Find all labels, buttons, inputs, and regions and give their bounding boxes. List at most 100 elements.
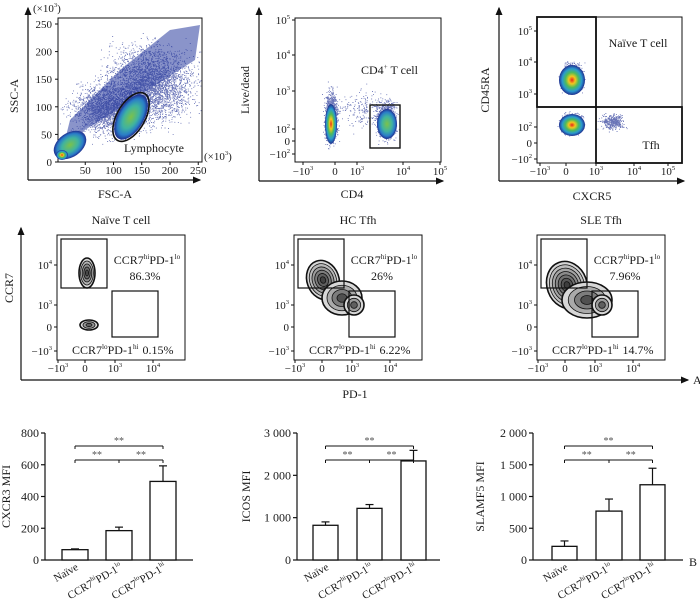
text-part: 10: [276, 86, 288, 98]
significance-stars: **: [114, 436, 124, 447]
superscript: hi: [89, 574, 97, 583]
y-tick-label: 0: [47, 322, 53, 334]
superscript: hi: [613, 343, 619, 351]
bar: [356, 507, 383, 561]
y-tick-label: 100: [36, 102, 53, 114]
superscript: lo: [339, 343, 345, 351]
x-tick-label: 50: [80, 165, 92, 177]
plot-frame: [294, 17, 442, 163]
text-part: CCR7: [351, 253, 381, 267]
superscript: 2: [287, 148, 290, 155]
x-tick-label: 103: [588, 362, 603, 375]
y-tick-label: 104: [275, 259, 290, 272]
x-tick-label: 0: [562, 363, 568, 375]
significance-stars: **: [136, 450, 146, 461]
y-axis-label: CD45RA: [478, 67, 492, 113]
gate-label-tfh: Tfh: [642, 138, 659, 152]
y-tick-label: 105: [518, 25, 533, 38]
y-tick-label: 0: [521, 553, 527, 567]
ccr7lo-pd1hi-gate: [348, 290, 396, 338]
percent-ccr7lo-pd1hi: 6.22%: [380, 343, 411, 357]
x-tick-label: 104: [396, 165, 411, 178]
superscript: 3: [310, 165, 314, 172]
plot-title: SLE Tfh: [580, 213, 621, 227]
text-part: T cell: [388, 63, 419, 77]
text-part: 0: [47, 322, 53, 334]
percent-ccr7hi-pd1lo: 86.3%: [130, 269, 161, 283]
y-tick-label: −103: [268, 345, 289, 358]
y-tick-label: 250: [36, 19, 53, 31]
plot-fsc-ssc: 50 100 150 200 250050100150200250(×103)(×103…: [7, 2, 232, 201]
text-part: PD-1: [345, 343, 370, 357]
superscript: 3: [361, 165, 365, 172]
cd4-positive-population: [377, 109, 397, 139]
density-band: [60, 25, 200, 160]
superscript: 2: [529, 121, 532, 128]
text-part: 10: [275, 260, 287, 272]
superscript: 3: [302, 362, 306, 369]
cd4-negative-population: [325, 104, 337, 144]
text-part: 0: [285, 136, 291, 148]
y-tick-label: 500: [509, 521, 527, 535]
panel-label-b: B: [689, 555, 697, 569]
significance-stars: **: [604, 436, 614, 447]
text-part: CCR7: [114, 253, 144, 267]
y-tick-label: 102: [518, 121, 532, 134]
y-tick-label: 1 000: [500, 490, 527, 504]
y-tick-label: 0: [285, 553, 291, 567]
gate-label-ccr7lo-pd1hi: CCR7loPD-1hi 0.15%: [72, 343, 174, 357]
x-tick-label: 0: [319, 363, 325, 375]
y-axis-label: SSC-A: [7, 79, 21, 113]
gate-label-cd4-t-cell: CD4+ T cell: [361, 63, 419, 77]
gate-label-ccr7lo-pd1hi: CCR7loPD-1hi 6.22%: [309, 343, 411, 357]
category-label: Naïve: [302, 561, 331, 585]
superscript: 2: [287, 123, 290, 130]
superscript: hi: [624, 253, 630, 261]
y-tick-label: 2 000: [264, 468, 291, 482]
significance-stars: **: [365, 436, 375, 447]
contour-level: [598, 301, 606, 309]
text-part: 10: [275, 300, 287, 312]
y-tick-label: 1 000: [264, 511, 291, 525]
superscript: 3: [54, 2, 58, 9]
superscript: 4: [638, 165, 642, 172]
text-part: Naïve: [52, 561, 81, 585]
x-tick-label: 104: [626, 362, 641, 375]
x-tick-label: 105: [661, 165, 676, 178]
superscript: 4: [49, 259, 53, 266]
superscript: 4: [529, 259, 533, 266]
plot-frame: [536, 234, 666, 361]
y-axis-label: SLAMF5 MFI: [473, 461, 487, 531]
x-tick-label: 100: [105, 165, 122, 177]
text-part: −10: [285, 363, 303, 375]
text-part: 10: [518, 122, 530, 134]
y-tick-label: 103: [38, 299, 53, 312]
superscript: lo: [114, 560, 123, 569]
x-axis-label: PD-1: [342, 387, 367, 401]
superscript: lo: [622, 574, 631, 583]
superscript: 3: [286, 345, 290, 352]
text-part: 10: [518, 57, 530, 69]
gate-label-ccr7hi-pd1lo: CCR7hiPD-1lo: [114, 253, 181, 267]
y-tick-label: 102: [276, 123, 290, 136]
y-tick-label: 200: [36, 47, 53, 59]
superscript: 3: [287, 85, 291, 92]
superscript: 5: [672, 165, 676, 172]
text-part: 10: [345, 363, 357, 375]
superscript: lo: [133, 574, 142, 583]
event-scatter: [597, 113, 628, 133]
x-tick-label: 104: [146, 362, 161, 375]
text-part: 10: [589, 166, 601, 178]
x-tick-label: 103: [589, 165, 604, 178]
superscript: hi: [339, 574, 347, 583]
text-part: −10: [268, 346, 286, 358]
y-tick-label: 103: [518, 88, 533, 101]
y-tick-label: 104: [518, 259, 533, 272]
text-part: −10: [48, 363, 66, 375]
ccr7hi-pd1lo-gate: [297, 238, 345, 289]
text-part: 0: [319, 363, 325, 375]
superscript: lo: [412, 253, 418, 261]
x-tick-label: 104: [627, 165, 642, 178]
